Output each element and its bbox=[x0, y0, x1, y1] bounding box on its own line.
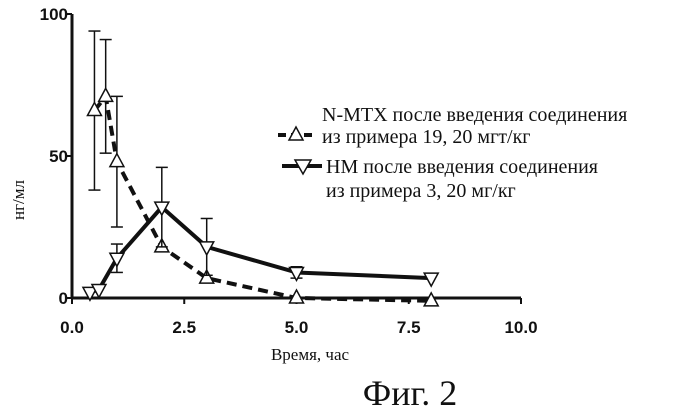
data-point bbox=[97, 86, 114, 103]
x-tick-label: 7.5 bbox=[397, 318, 421, 337]
data-point bbox=[108, 252, 126, 268]
data-point bbox=[288, 266, 305, 283]
data-point bbox=[198, 241, 215, 257]
series-2-line bbox=[89, 205, 432, 295]
x-axis-label: Время, час bbox=[271, 345, 350, 364]
data-point bbox=[422, 272, 440, 288]
legend: N-MTX после введения соединения из приме… bbox=[278, 104, 627, 202]
figure-caption: Фиг. 2 bbox=[363, 373, 457, 413]
x-tick-label: 10.0 bbox=[504, 318, 537, 337]
series-1 bbox=[86, 30, 440, 307]
data-point bbox=[108, 152, 126, 168]
y-tick-label: 100 bbox=[40, 5, 68, 24]
data-point bbox=[90, 283, 108, 300]
x-tick-label: 2.5 bbox=[172, 318, 196, 337]
x-tick-label: 5.0 bbox=[285, 318, 309, 337]
data-point bbox=[153, 201, 171, 217]
data-point bbox=[288, 288, 305, 304]
x-tick-label: 0.0 bbox=[60, 318, 84, 337]
ticks: 0.0 2.5 5.0 7.5 10.0 0 50 100 bbox=[40, 5, 538, 337]
legend-marker-series-1 bbox=[287, 125, 305, 141]
y-tick-label: 50 bbox=[49, 147, 68, 166]
plot-area bbox=[81, 30, 440, 307]
data-point bbox=[422, 291, 440, 307]
y-axis-label: нг/мл bbox=[9, 179, 28, 220]
legend-label-series-2-line1: НМ после введения соединения bbox=[326, 156, 598, 178]
data-point bbox=[198, 268, 215, 284]
legend-label-series-2-line2: из примера 3, 20 мг/кг bbox=[326, 180, 516, 202]
data-point bbox=[81, 286, 99, 302]
legend-label-series-1-line2: из примера 19, 20 мгт/кг bbox=[322, 126, 531, 148]
legend-label-series-1-line1: N-MTX после введения соединения bbox=[322, 104, 627, 126]
legend-marker-series-2 bbox=[293, 159, 313, 176]
y-tick-label: 0 bbox=[59, 289, 68, 308]
data-point bbox=[86, 100, 103, 117]
series-2 bbox=[81, 166, 440, 302]
